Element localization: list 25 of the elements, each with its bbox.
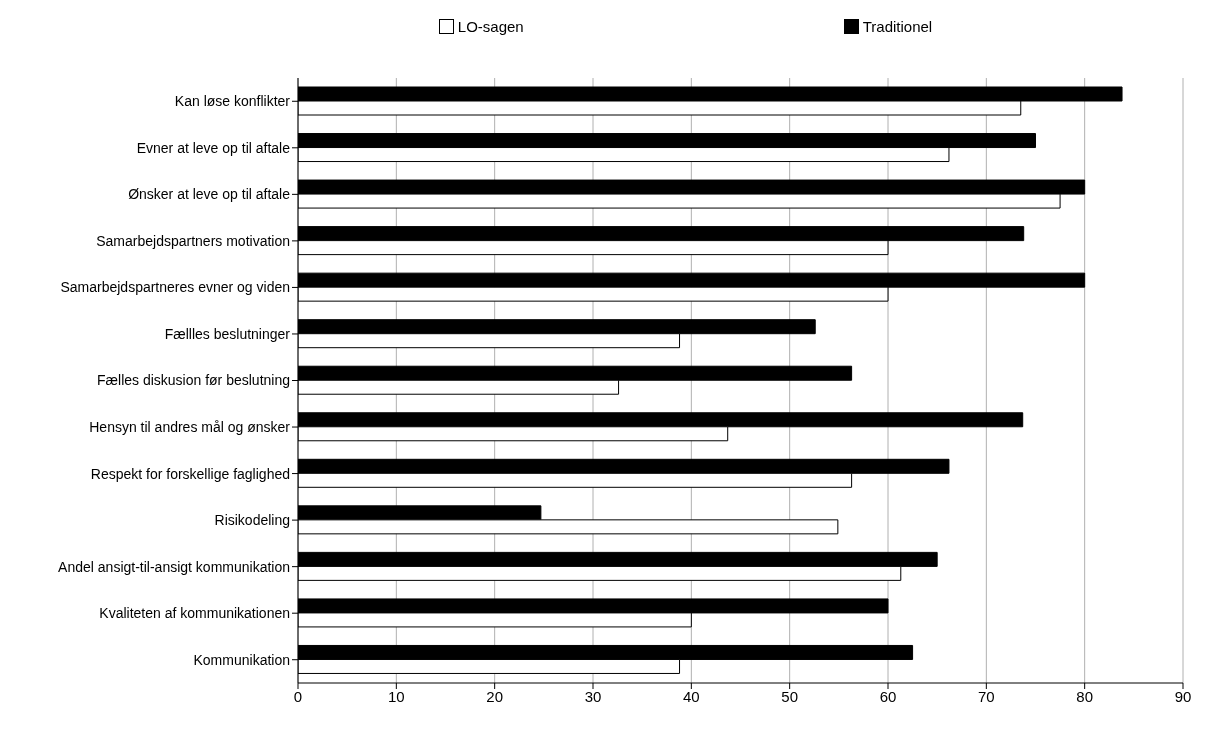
x-tick-label: 90 (1174, 687, 1192, 705)
y-tick-label: Hensyn til andres mål og ønsker (89, 419, 291, 436)
legend-label: Traditionel (861, 18, 933, 35)
y-tick-label: Risikodeling (214, 512, 290, 529)
legend-label: LO-sagen (456, 18, 524, 35)
y-tick-label: Ønsker at leve op til aftale (128, 186, 291, 203)
x-tick-label: 30 (584, 687, 602, 705)
y-tick-label: Andel ansigt-til-ansigt kommunikation (58, 558, 290, 575)
y-tick-label: Samarbejdspartners motivation (96, 232, 290, 249)
y-tick-label: Fællles beslutninger (164, 325, 291, 342)
x-tick-label: 70 (977, 687, 995, 705)
x-tick-label: 20 (486, 687, 504, 705)
y-tick-label: Fælles diskusion før beslutning (97, 372, 290, 389)
y-tick-label: Samarbejdspartneres evner og viden (60, 279, 290, 296)
y-tick-label: Evner at leve op til aftale (136, 139, 291, 156)
y-tick-label: Kan løse konflikter (174, 93, 291, 110)
x-tick-label: 0 (293, 687, 303, 705)
x-tick-label: 80 (1076, 687, 1094, 705)
y-tick-label: Kvaliteten af kommunikationen (99, 605, 290, 622)
x-tick-label: 60 (879, 687, 897, 705)
x-tick-label: 40 (682, 687, 700, 705)
x-tick-label: 50 (781, 687, 799, 705)
y-tick-label: Kommunikation (193, 651, 290, 668)
x-tick-label: 10 (387, 687, 405, 705)
y-tick-label: Respekt for forskellige faglighed (90, 465, 290, 482)
